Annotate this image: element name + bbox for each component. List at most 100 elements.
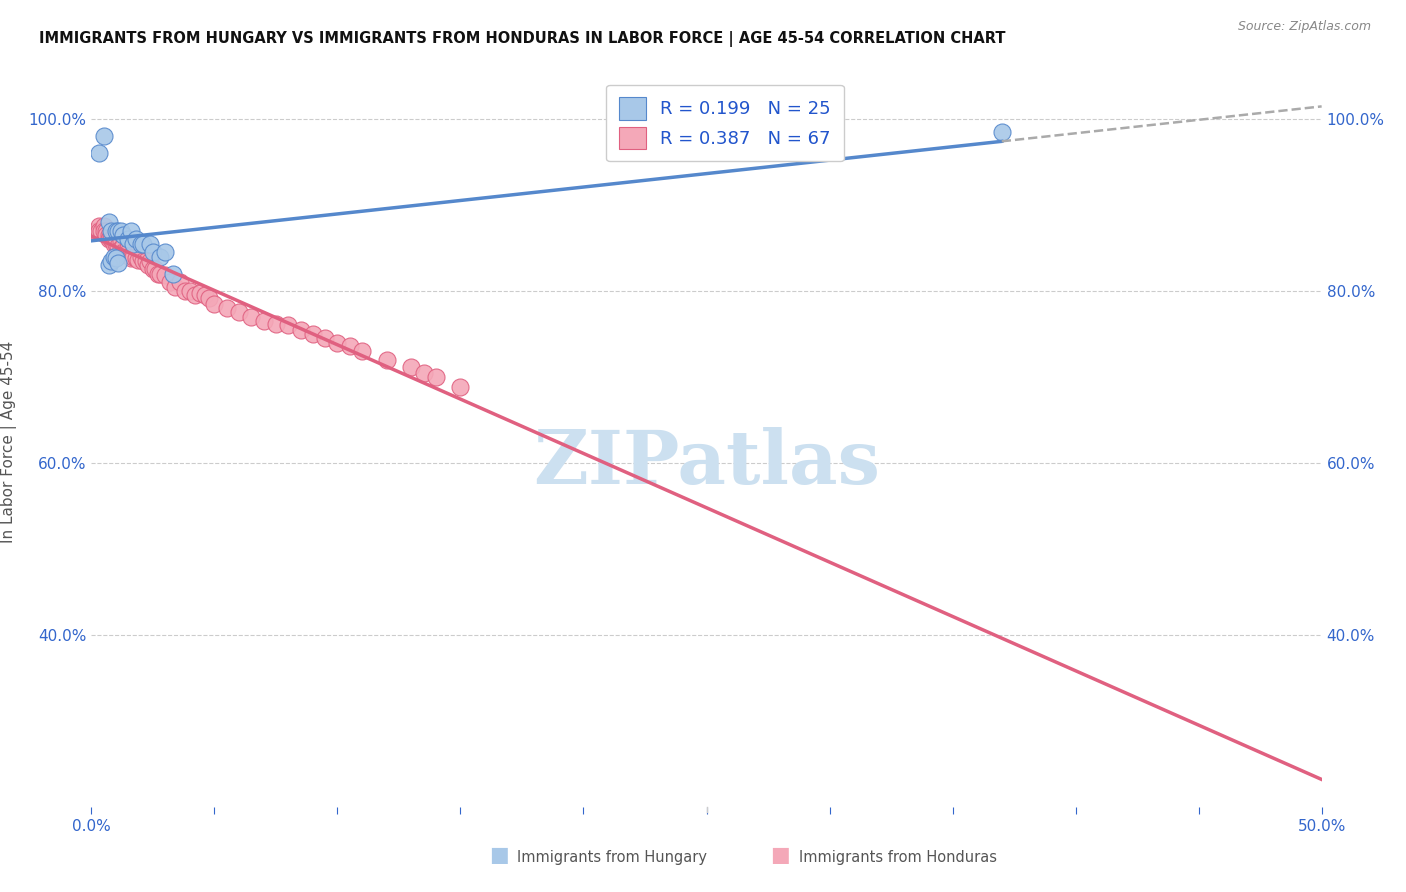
Text: Source: ZipAtlas.com: Source: ZipAtlas.com <box>1237 20 1371 33</box>
Point <box>90 224 112 238</box>
Point <box>110 241 132 255</box>
Point <box>132 236 155 251</box>
Point <box>198 291 221 305</box>
Point <box>120 224 142 238</box>
Point <box>100 232 122 246</box>
Point <box>339 339 361 353</box>
Point <box>112 239 135 253</box>
Point <box>112 227 135 242</box>
Point <box>117 241 139 255</box>
Point <box>124 252 146 266</box>
Point <box>100 227 122 242</box>
Point <box>100 253 122 268</box>
Point <box>139 253 162 268</box>
Point <box>93 129 115 144</box>
Point <box>159 276 181 290</box>
Point <box>136 258 159 272</box>
Point <box>97 227 120 242</box>
Point <box>215 301 238 315</box>
Point <box>107 256 129 270</box>
Point <box>163 279 186 293</box>
Point <box>117 245 139 260</box>
Point <box>105 236 127 251</box>
Point <box>122 250 145 264</box>
Point <box>112 245 135 260</box>
Point <box>114 245 138 260</box>
Point <box>240 310 263 324</box>
Point <box>202 297 225 311</box>
Point <box>188 285 211 300</box>
Point <box>96 224 117 238</box>
Point <box>97 232 120 246</box>
Point <box>132 253 155 268</box>
Point <box>87 146 110 161</box>
Text: IMMIGRANTS FROM HUNGARY VS IMMIGRANTS FROM HONDURAS IN LABOR FORCE | AGE 45-54 C: IMMIGRANTS FROM HUNGARY VS IMMIGRANTS FR… <box>39 31 1005 47</box>
Point <box>412 366 434 380</box>
Point <box>107 224 129 238</box>
Point <box>97 258 120 272</box>
Point <box>149 250 172 264</box>
Text: ■: ■ <box>489 846 509 865</box>
Point <box>290 323 312 337</box>
Point <box>162 267 184 281</box>
Point <box>425 370 447 384</box>
Point <box>129 250 152 264</box>
Point <box>149 267 172 281</box>
Point <box>105 234 127 248</box>
Point <box>86 224 108 238</box>
Point <box>145 262 166 277</box>
Point <box>277 318 299 333</box>
Point <box>87 219 110 234</box>
Point <box>120 252 142 266</box>
Point <box>264 317 287 331</box>
Point <box>253 314 276 328</box>
Point <box>107 239 129 253</box>
Point <box>990 125 1012 139</box>
Text: Immigrants from Hungary: Immigrants from Hungary <box>517 850 707 865</box>
Point <box>105 224 127 238</box>
Point <box>87 224 110 238</box>
Legend: R = 0.199   N = 25, R = 0.387   N = 67: R = 0.199 N = 25, R = 0.387 N = 67 <box>606 85 844 161</box>
Point <box>135 253 156 268</box>
Point <box>129 236 152 251</box>
Point <box>96 227 117 242</box>
Point <box>326 335 349 350</box>
Point <box>142 245 165 260</box>
Text: ZIPatlas: ZIPatlas <box>533 427 880 500</box>
Point <box>103 236 125 251</box>
Point <box>399 359 422 374</box>
Text: ■: ■ <box>770 846 790 865</box>
Point <box>122 236 145 251</box>
Text: Immigrants from Honduras: Immigrants from Honduras <box>799 850 997 865</box>
Point <box>105 252 127 266</box>
Point <box>301 326 323 341</box>
Point <box>93 219 115 234</box>
Point <box>169 276 191 290</box>
Point <box>183 288 207 302</box>
Y-axis label: In Labor Force | Age 45-54: In Labor Force | Age 45-54 <box>1 341 17 542</box>
Point <box>449 380 471 394</box>
Point <box>146 267 169 281</box>
Point <box>110 234 132 248</box>
Point <box>127 252 149 267</box>
Point <box>103 250 125 264</box>
Point <box>153 245 177 260</box>
Point <box>375 352 398 367</box>
Point <box>120 248 142 262</box>
Point <box>352 344 374 359</box>
Point <box>174 284 197 298</box>
Point <box>142 262 165 277</box>
Point <box>228 305 250 319</box>
Point <box>97 215 120 229</box>
Point <box>139 236 162 251</box>
Point <box>93 224 115 238</box>
Point <box>100 224 122 238</box>
Point <box>117 232 139 246</box>
Point <box>103 227 125 242</box>
Point <box>314 331 336 345</box>
Point <box>179 284 201 298</box>
Point <box>110 224 132 238</box>
Point <box>153 268 177 283</box>
Point <box>193 288 217 302</box>
Point <box>124 232 146 246</box>
